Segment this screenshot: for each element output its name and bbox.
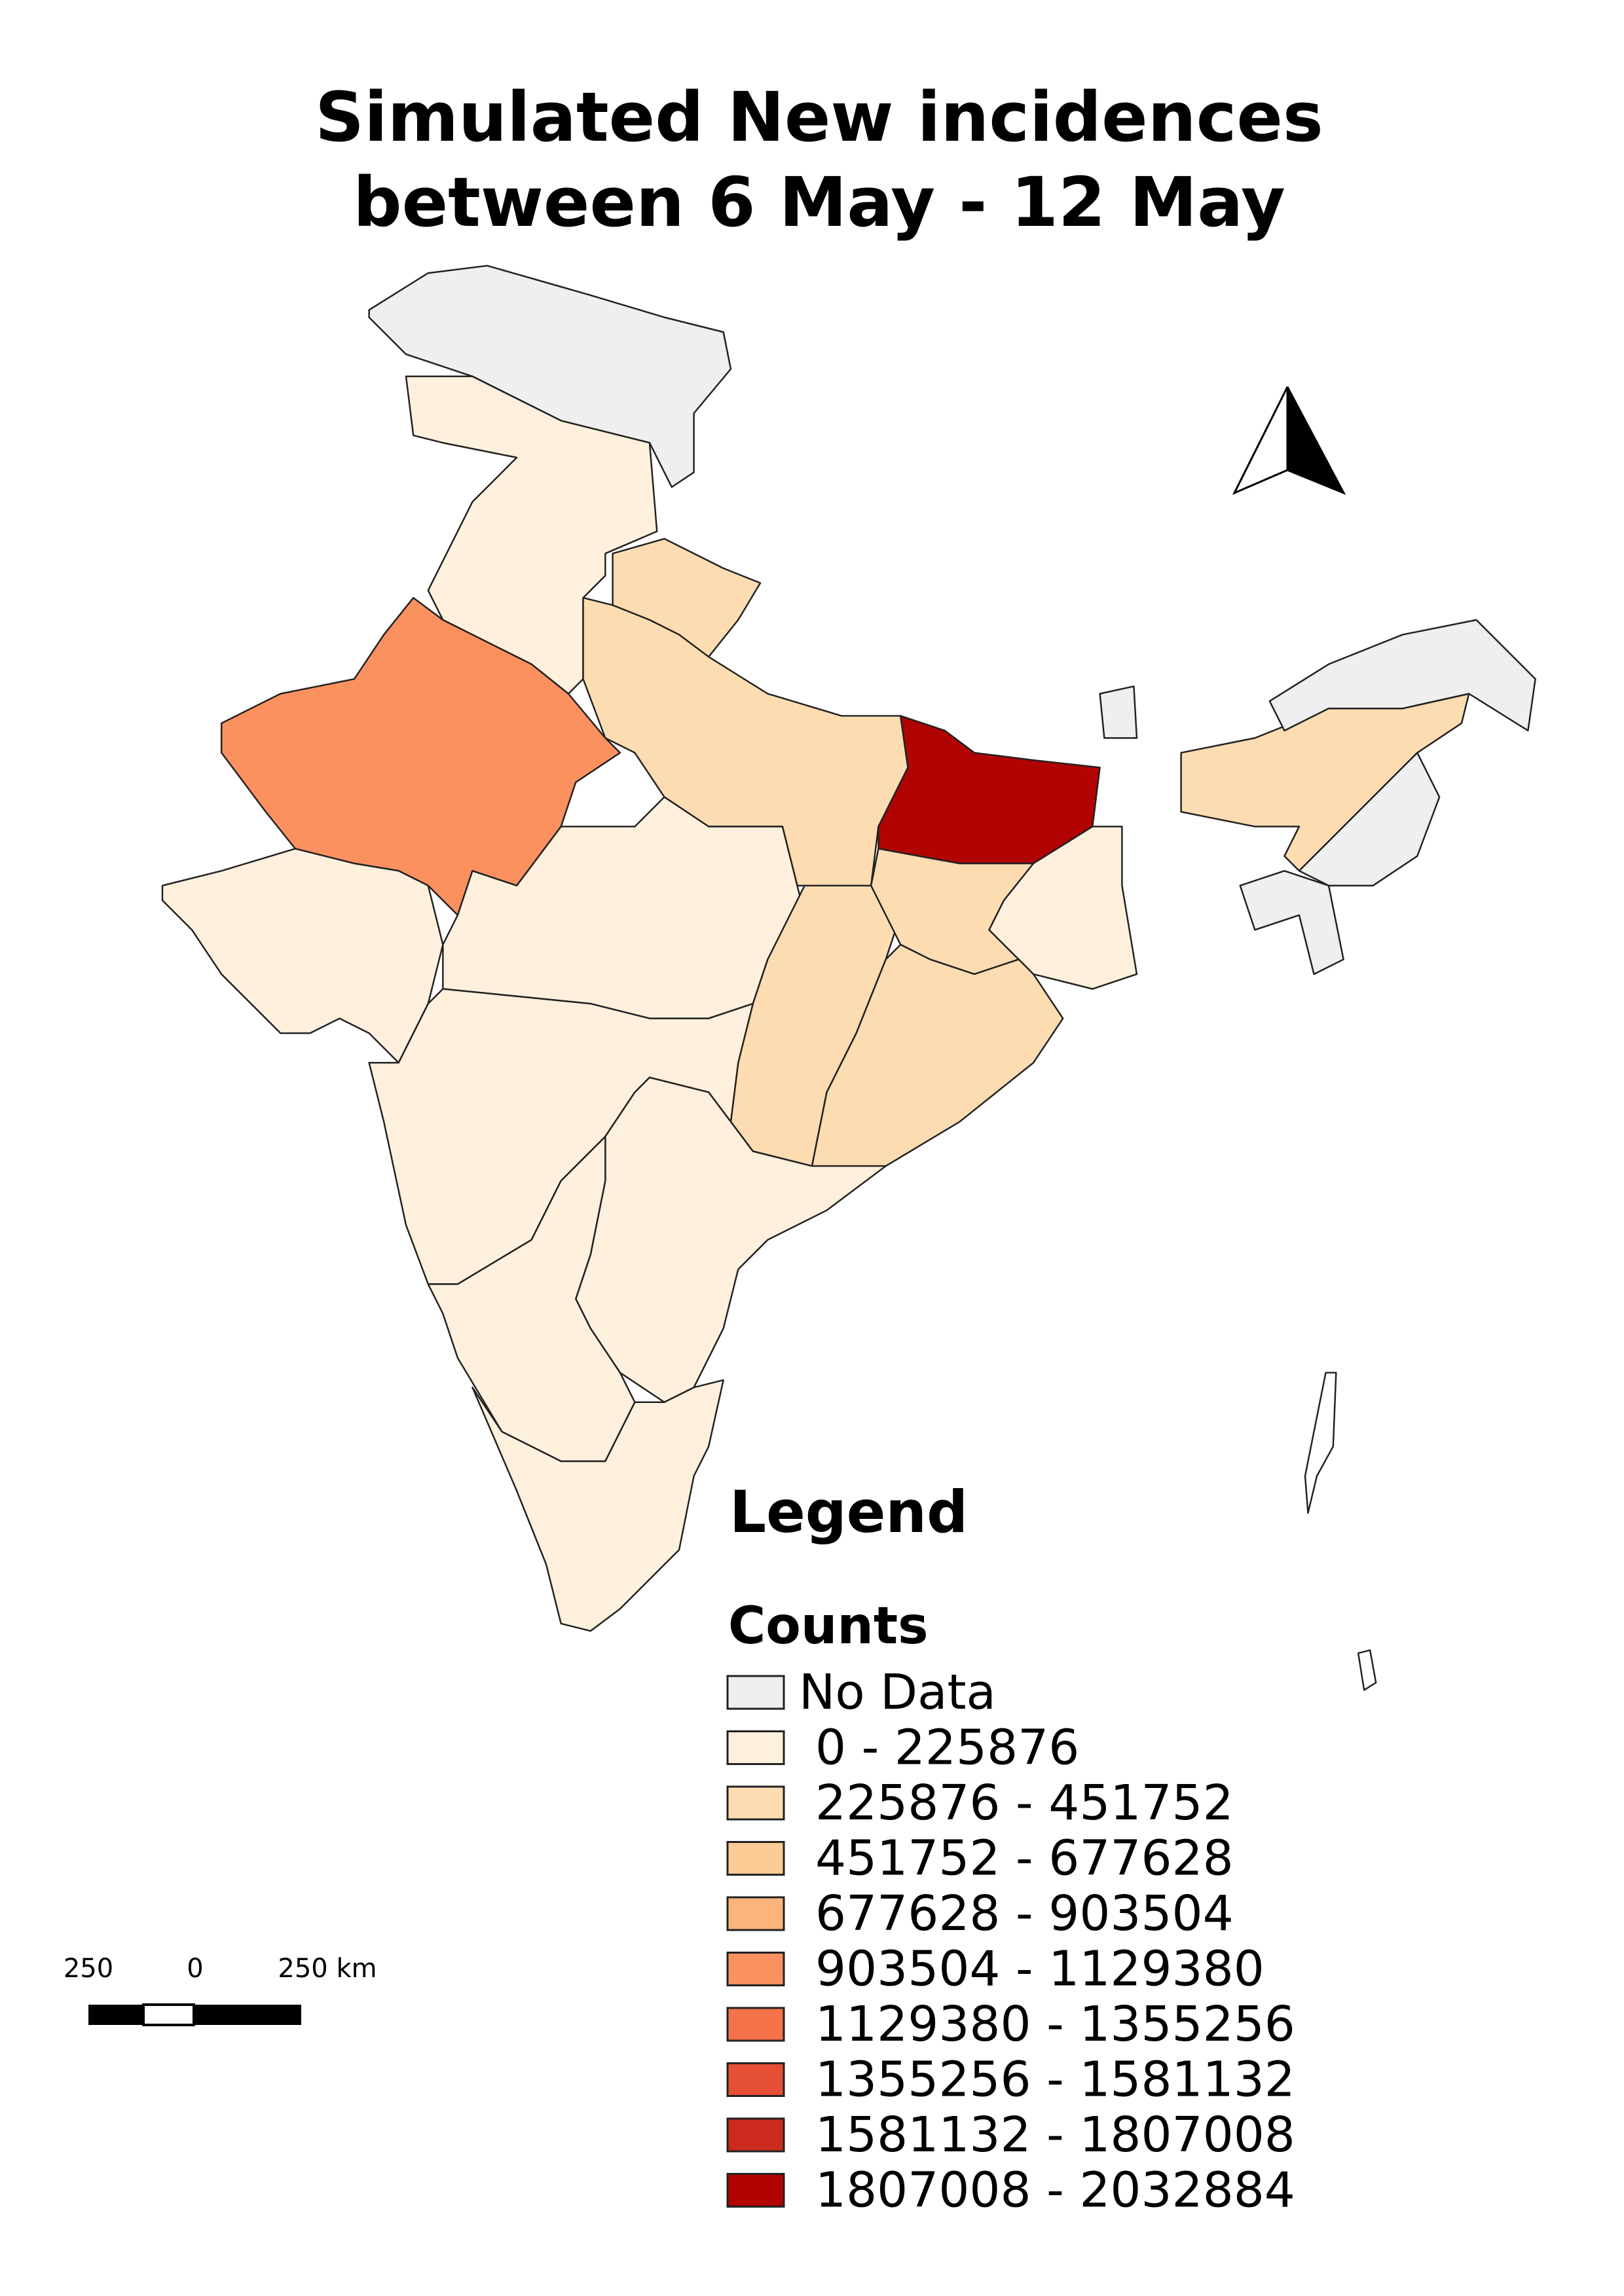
legend-swatch <box>726 1675 785 1710</box>
scale-label: 250 km <box>278 1954 377 1984</box>
legend-swatch <box>726 1896 785 1931</box>
legend-label: 903504 - 1129380 <box>815 1941 1264 1997</box>
legend-label: 1581132 - 1807008 <box>815 2107 1295 2163</box>
region <box>1099 685 1138 739</box>
scale-segment <box>142 2003 195 2026</box>
scale-label: 250 <box>64 1954 113 1984</box>
legend-swatch <box>726 2007 785 2042</box>
north-arrow-right <box>1286 386 1346 495</box>
region <box>1239 869 1344 975</box>
title-line: between 6 May - 12 May <box>353 162 1285 242</box>
legend-swatch <box>726 1730 785 1765</box>
islands <box>1304 1372 1337 1514</box>
legend-label: 0 - 225876 <box>815 1720 1079 1776</box>
legend-label: 225876 - 451752 <box>815 1775 1234 1831</box>
scale-bar: 250 0 250 km <box>64 1954 377 2026</box>
islands <box>1357 1649 1377 1691</box>
north-arrow <box>1232 386 1346 496</box>
legend-swatch <box>726 1952 785 1986</box>
legend-swatch <box>726 2173 785 2208</box>
legend-subtitle: Counts <box>728 1597 929 1656</box>
india-map <box>161 264 1536 1691</box>
scale-segment <box>194 2005 301 2025</box>
region <box>988 826 1138 990</box>
scale-label: 0 <box>187 1954 203 1984</box>
region <box>368 264 732 488</box>
title-line: Simulated New incidences <box>315 77 1323 157</box>
legend-label: 451752 - 677628 <box>815 1831 1234 1887</box>
legend-swatch <box>726 2117 785 2153</box>
region <box>582 596 909 886</box>
region <box>161 848 444 1064</box>
legend-label: No Data <box>799 1664 996 1721</box>
scale-segment <box>88 2005 143 2025</box>
region <box>811 943 1064 1167</box>
legend-label: 1129380 - 1355256 <box>815 1996 1295 2052</box>
legend-swatch <box>726 1785 785 1821</box>
legend-title: Legend <box>729 1478 968 1546</box>
region <box>1268 619 1536 732</box>
legend-label: 1355256 - 1581132 <box>815 2052 1295 2108</box>
legend-label: 677628 - 903504 <box>815 1886 1234 1942</box>
legend-swatch <box>726 2062 785 2097</box>
legend-label: 1807008 - 2032884 <box>815 2162 1295 2219</box>
legend-swatch <box>726 1841 785 1876</box>
region <box>1298 752 1441 886</box>
region <box>471 1379 724 1632</box>
